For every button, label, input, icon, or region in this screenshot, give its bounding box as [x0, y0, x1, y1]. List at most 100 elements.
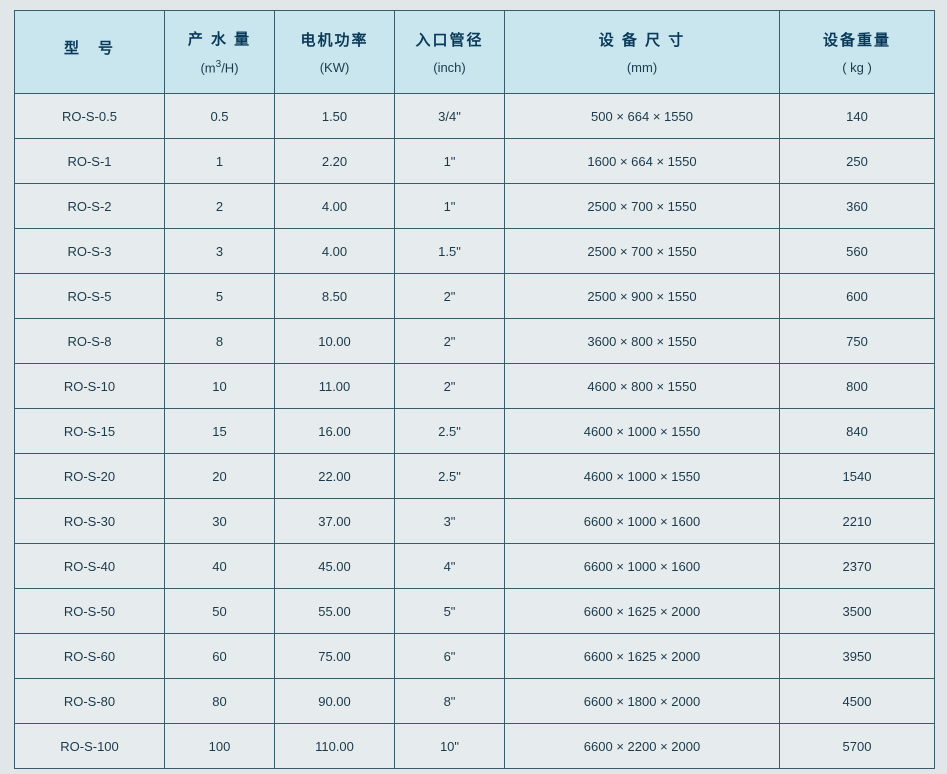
cell-dims: 2500 × 900 × 1550: [505, 274, 780, 319]
cell-power: 45.00: [275, 544, 395, 589]
cell-power: 22.00: [275, 454, 395, 499]
table-row: RO-S-100100110.0010"6600 × 2200 × 200057…: [15, 724, 935, 769]
cell-inlet: 3/4": [395, 94, 505, 139]
cell-model: RO-S-20: [15, 454, 165, 499]
cell-inlet: 6": [395, 634, 505, 679]
page: 型 号产 水 量(m3/H)电机功率(KW)入口管径(inch)设 备 尺 寸(…: [0, 0, 947, 774]
cell-model: RO-S-3: [15, 229, 165, 274]
cell-power: 10.00: [275, 319, 395, 364]
cell-weight: 2370: [780, 544, 935, 589]
cell-inlet: 2": [395, 364, 505, 409]
table-row: RO-S-151516.002.5"4600 × 1000 × 1550840: [15, 409, 935, 454]
header-unit: (inch): [396, 60, 503, 75]
cell-inlet: 3": [395, 499, 505, 544]
header-unit: (KW): [276, 60, 393, 75]
cell-dims: 6600 × 1800 × 2000: [505, 679, 780, 724]
cell-power: 1.50: [275, 94, 395, 139]
cell-dims: 4600 × 1000 × 1550: [505, 409, 780, 454]
table-row: RO-S-334.001.5"2500 × 700 × 1550560: [15, 229, 935, 274]
cell-dims: 3600 × 800 × 1550: [505, 319, 780, 364]
cell-flow: 3: [165, 229, 275, 274]
cell-power: 11.00: [275, 364, 395, 409]
header-cell-dims: 设 备 尺 寸(mm): [505, 11, 780, 94]
header-unit: (mm): [506, 60, 778, 75]
cell-model: RO-S-50: [15, 589, 165, 634]
cell-flow: 1: [165, 139, 275, 184]
header-title: 电机功率: [276, 29, 393, 50]
cell-power: 90.00: [275, 679, 395, 724]
cell-dims: 1600 × 664 × 1550: [505, 139, 780, 184]
cell-power: 2.20: [275, 139, 395, 184]
cell-weight: 250: [780, 139, 935, 184]
header-title: 设备重量: [781, 29, 933, 50]
cell-model: RO-S-40: [15, 544, 165, 589]
cell-flow: 0.5: [165, 94, 275, 139]
cell-power: 75.00: [275, 634, 395, 679]
cell-inlet: 1.5": [395, 229, 505, 274]
cell-dims: 2500 × 700 × 1550: [505, 229, 780, 274]
cell-inlet: 5": [395, 589, 505, 634]
cell-weight: 360: [780, 184, 935, 229]
cell-model: RO-S-10: [15, 364, 165, 409]
cell-inlet: 2": [395, 274, 505, 319]
cell-weight: 2210: [780, 499, 935, 544]
cell-flow: 10: [165, 364, 275, 409]
cell-model: RO-S-5: [15, 274, 165, 319]
cell-inlet: 2": [395, 319, 505, 364]
cell-inlet: 8": [395, 679, 505, 724]
header-cell-power: 电机功率 (KW): [275, 11, 395, 94]
cell-model: RO-S-60: [15, 634, 165, 679]
cell-model: RO-S-100: [15, 724, 165, 769]
cell-flow: 8: [165, 319, 275, 364]
cell-flow: 100: [165, 724, 275, 769]
cell-flow: 30: [165, 499, 275, 544]
cell-dims: 6600 × 1000 × 1600: [505, 499, 780, 544]
table-row: RO-S-808090.008"6600 × 1800 × 20004500: [15, 679, 935, 724]
cell-flow: 60: [165, 634, 275, 679]
cell-power: 110.00: [275, 724, 395, 769]
cell-inlet: 2.5": [395, 454, 505, 499]
cell-model: RO-S-15: [15, 409, 165, 454]
cell-weight: 1540: [780, 454, 935, 499]
cell-model: RO-S-30: [15, 499, 165, 544]
cell-flow: 40: [165, 544, 275, 589]
cell-weight: 840: [780, 409, 935, 454]
header-unit: ( kg ): [781, 60, 933, 75]
cell-flow: 20: [165, 454, 275, 499]
cell-model: RO-S-2: [15, 184, 165, 229]
cell-inlet: 4": [395, 544, 505, 589]
table-head: 型 号产 水 量(m3/H)电机功率(KW)入口管径(inch)设 备 尺 寸(…: [15, 11, 935, 94]
table-row: RO-S-0.50.51.503/4"500 × 664 × 1550140: [15, 94, 935, 139]
cell-model: RO-S-0.5: [15, 94, 165, 139]
cell-model: RO-S-8: [15, 319, 165, 364]
cell-dims: 4600 × 1000 × 1550: [505, 454, 780, 499]
cell-model: RO-S-80: [15, 679, 165, 724]
cell-dims: 6600 × 1000 × 1600: [505, 544, 780, 589]
cell-inlet: 10": [395, 724, 505, 769]
header-title: 产 水 量: [166, 28, 273, 49]
cell-power: 8.50: [275, 274, 395, 319]
table-row: RO-S-404045.004"6600 × 1000 × 16002370: [15, 544, 935, 589]
header-cell-flow: 产 水 量(m3/H): [165, 11, 275, 94]
cell-power: 16.00: [275, 409, 395, 454]
cell-weight: 750: [780, 319, 935, 364]
table-row: RO-S-8810.002"3600 × 800 × 1550750: [15, 319, 935, 364]
cell-flow: 80: [165, 679, 275, 724]
table-row: RO-S-303037.003"6600 × 1000 × 16002210: [15, 499, 935, 544]
cell-weight: 140: [780, 94, 935, 139]
table-row: RO-S-505055.005"6600 × 1625 × 20003500: [15, 589, 935, 634]
table-row: RO-S-112.201"1600 × 664 × 1550250: [15, 139, 935, 184]
table-row: RO-S-224.001"2500 × 700 × 1550360: [15, 184, 935, 229]
spec-table: 型 号产 水 量(m3/H)电机功率(KW)入口管径(inch)设 备 尺 寸(…: [14, 10, 935, 769]
header-row: 型 号产 水 量(m3/H)电机功率(KW)入口管径(inch)设 备 尺 寸(…: [15, 11, 935, 94]
cell-power: 4.00: [275, 229, 395, 274]
cell-flow: 15: [165, 409, 275, 454]
cell-flow: 2: [165, 184, 275, 229]
cell-weight: 4500: [780, 679, 935, 724]
cell-dims: 2500 × 700 × 1550: [505, 184, 780, 229]
cell-weight: 600: [780, 274, 935, 319]
cell-power: 4.00: [275, 184, 395, 229]
cell-power: 55.00: [275, 589, 395, 634]
cell-dims: 6600 × 2200 × 2000: [505, 724, 780, 769]
header-cell-inlet: 入口管径(inch): [395, 11, 505, 94]
